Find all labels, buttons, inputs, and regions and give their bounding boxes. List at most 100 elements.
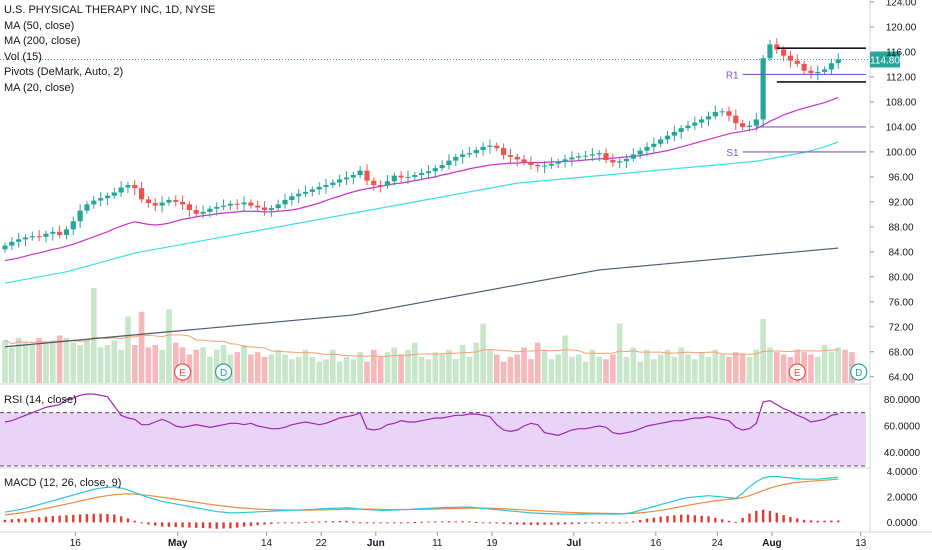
candle-body bbox=[337, 179, 343, 183]
volume-bar bbox=[63, 337, 70, 383]
event-marker-circle bbox=[214, 363, 233, 381]
candle-body bbox=[302, 191, 309, 194]
macd-hist-bar bbox=[768, 510, 772, 523]
macd-hist-bar bbox=[208, 522, 212, 529]
candle-body bbox=[446, 160, 452, 166]
volume-bar bbox=[200, 347, 206, 383]
candle-body bbox=[794, 60, 800, 64]
volume-bar bbox=[398, 354, 404, 383]
candle-body bbox=[84, 204, 90, 211]
volume-bar bbox=[377, 356, 384, 383]
legend-ma200[interactable]: MA (200, close) bbox=[4, 35, 81, 47]
price-tick-label: 68.00 bbox=[888, 347, 913, 358]
legend-ma20[interactable]: MA (20, close) bbox=[4, 81, 75, 94]
macd-hist-bar bbox=[393, 522, 396, 524]
volume-bar bbox=[241, 345, 247, 383]
candle-body bbox=[57, 231, 63, 235]
candle-body bbox=[36, 236, 42, 238]
macd-hist-bar bbox=[372, 522, 376, 524]
macd-hist-bar bbox=[58, 515, 61, 523]
date-tick-label: 16 bbox=[650, 538, 662, 549]
event-marker-circle bbox=[788, 363, 806, 381]
macd-hist-bar bbox=[577, 522, 580, 524]
candle-body bbox=[692, 122, 698, 126]
macd-hist-bar bbox=[113, 514, 116, 523]
candle-body bbox=[733, 115, 739, 124]
macd-hist-bar bbox=[789, 517, 792, 523]
candle-body bbox=[528, 162, 534, 166]
volume-bar bbox=[15, 337, 22, 383]
volume-bar bbox=[671, 356, 678, 383]
candle-body bbox=[22, 237, 29, 240]
candle-body bbox=[801, 63, 807, 71]
price-badge-label: 114.80 bbox=[870, 55, 900, 66]
candle-body bbox=[91, 200, 97, 205]
volume-bar bbox=[56, 335, 63, 383]
volume-bar bbox=[391, 347, 398, 383]
macd-hist-bar bbox=[358, 522, 362, 524]
volume-bar bbox=[316, 361, 322, 383]
macd-hist-bar bbox=[652, 517, 656, 523]
candle-body bbox=[425, 171, 432, 174]
date-tick-label: 19 bbox=[486, 538, 498, 549]
volume-bar bbox=[780, 354, 787, 383]
macd-hist-bar bbox=[352, 521, 355, 523]
macd-hist-bar bbox=[488, 522, 492, 524]
volume-bar bbox=[473, 342, 480, 383]
volume-bar bbox=[213, 349, 220, 383]
candle-body bbox=[576, 156, 582, 158]
macd-hist-bar bbox=[249, 522, 253, 526]
volume-bar bbox=[733, 352, 739, 383]
macd-hist-bar bbox=[420, 521, 423, 523]
volume-bar bbox=[193, 349, 200, 383]
volume-bar bbox=[152, 345, 159, 383]
macd-title[interactable]: MACD (12, 26, close, 9) bbox=[4, 477, 122, 489]
candle-body bbox=[719, 111, 725, 113]
macd-hist-bar bbox=[604, 522, 608, 524]
candle-body bbox=[705, 116, 712, 120]
legend-pivots[interactable]: Pivots (DeMark, Auto, 2) bbox=[4, 66, 124, 78]
candle-body bbox=[808, 70, 814, 74]
legend-volume[interactable]: Vol (15) bbox=[4, 50, 42, 63]
macd-hist-bar bbox=[509, 522, 512, 525]
volume-bar bbox=[138, 311, 145, 383]
macd-hist-bar bbox=[17, 518, 20, 523]
volume-bar bbox=[295, 356, 302, 383]
candle-body bbox=[2, 245, 8, 250]
volume-bar bbox=[323, 359, 329, 383]
volume-bar bbox=[726, 356, 732, 383]
macd-pane bbox=[3, 476, 840, 529]
rsi-title[interactable]: RSI (14, close) bbox=[4, 394, 77, 406]
price-tick-label: 80.00 bbox=[888, 272, 913, 283]
candle-body bbox=[268, 208, 274, 210]
candle-body bbox=[617, 161, 623, 163]
macd-hist-bar bbox=[229, 522, 232, 529]
volume-bar bbox=[248, 354, 254, 383]
volume-bar bbox=[364, 361, 370, 383]
pivot-label: S1 bbox=[726, 148, 739, 159]
macd-hist-bar bbox=[37, 517, 41, 523]
legend-ma50[interactable]: MA (50, close) bbox=[4, 19, 75, 32]
volume-bar bbox=[90, 288, 97, 383]
date-tick-label: 14 bbox=[261, 538, 273, 549]
macd-hist-bar bbox=[686, 514, 690, 523]
macd-hist-bar bbox=[65, 515, 68, 523]
macd-hist-bar bbox=[802, 519, 806, 523]
macd-hist-bar bbox=[666, 515, 669, 523]
macd-hist-bar bbox=[106, 514, 109, 523]
volume-bar bbox=[439, 354, 445, 383]
volume-bar bbox=[493, 354, 500, 383]
pivot-label: R1 bbox=[726, 70, 739, 81]
indicator-lines bbox=[4, 96, 839, 348]
macd-hist-bar bbox=[659, 516, 662, 523]
candle-body bbox=[159, 202, 165, 206]
volume-bar bbox=[77, 345, 83, 383]
price-tick-label: 76.00 bbox=[888, 297, 913, 308]
candle-body bbox=[207, 208, 213, 212]
macd-hist-bar bbox=[345, 520, 348, 523]
candle-body bbox=[596, 153, 602, 155]
volume-bar bbox=[541, 349, 548, 383]
macd-hist-bar bbox=[263, 522, 266, 525]
candle-body bbox=[261, 207, 268, 210]
